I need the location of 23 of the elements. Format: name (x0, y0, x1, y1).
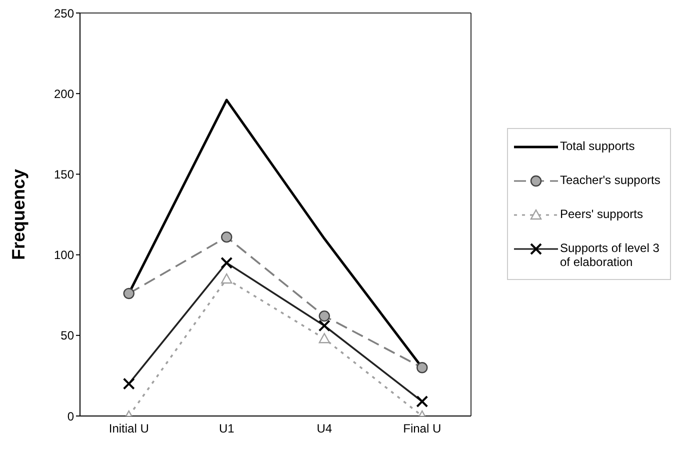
y-tick-label: 150 (54, 167, 74, 182)
y-tick-label: 50 (60, 328, 74, 343)
point (221, 273, 232, 284)
legend-label: Peers' supports (560, 207, 643, 221)
point (122, 378, 135, 390)
x-tick-label: Initial U (108, 422, 149, 436)
point (221, 231, 232, 243)
x-tick-label: U4 (316, 422, 332, 436)
y-tick-label: 100 (54, 248, 74, 262)
legend-label: Total supports (560, 139, 635, 153)
point (220, 256, 233, 269)
y-tick-label: 0 (67, 409, 74, 424)
legend-label: Supports of level 3 of elaboration (560, 241, 660, 269)
y-tick-label: 200 (54, 86, 74, 101)
point (318, 310, 330, 322)
point (416, 395, 428, 408)
y-axis-title: Frequency (8, 168, 28, 260)
legend-label: Teacher's supports (560, 173, 660, 187)
point (318, 320, 330, 332)
y-tick-label: 250 (54, 6, 74, 20)
x-tick-label: Final U (403, 422, 442, 436)
x-tick-label: U1 (218, 422, 235, 436)
point (318, 333, 330, 344)
